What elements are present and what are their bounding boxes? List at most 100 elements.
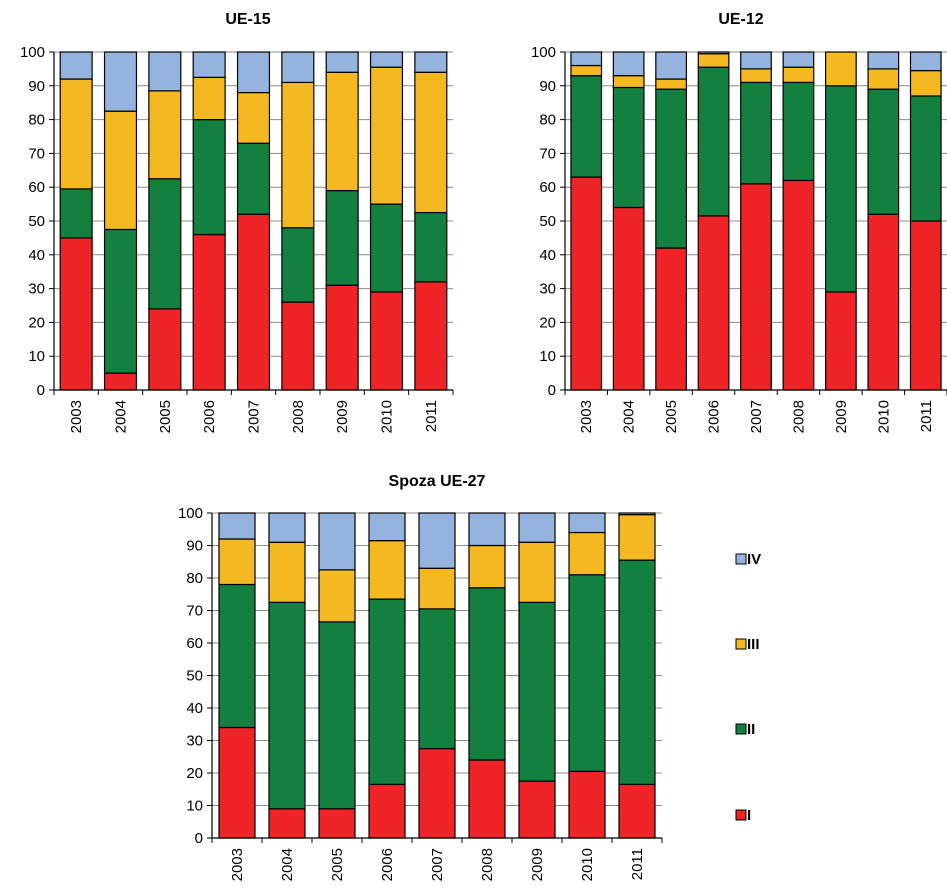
y-tick-label: 10 [539,348,556,365]
x-tick-label: 2011 [918,400,935,432]
bar-segment-I-2003 [59,237,93,391]
y-tick-label: 70 [28,145,45,162]
y-tick-label: 50 [186,668,203,685]
x-tick-label: 2003 [578,400,595,433]
bar-segment-IV-2003 [59,51,93,80]
bar-segment-II-2004 [268,601,306,810]
bar-segment-I-2003 [218,726,256,839]
bar-segment-IV-2003 [570,51,603,67]
y-tick-label: 60 [539,179,556,196]
chart-2: Spoza UE-27 0 10 20 30 40 50 60 70 80 90 100 2003 200… [178,473,663,881]
bar-segment-I-2006 [697,215,730,391]
bar-segment-IV-2005 [655,51,687,80]
chart-title: UE-15 [225,11,270,28]
chart-title: Spoza UE-27 [389,473,486,490]
x-tick-label: 2009 [833,400,850,433]
y-tick-label: 10 [186,798,203,815]
bar-segment-II-2008 [281,227,315,303]
y-tick-label: 70 [539,145,556,162]
bar-segment-I-2009 [825,291,857,391]
y-tick-label: 100 [20,44,45,61]
bar-segment-II-2009 [825,85,857,293]
bar-segment-III-2011 [618,514,656,561]
bar-segment-I-2007 [740,183,772,391]
chart-1: UE-12 0 10 20 30 40 50 60 70 80 90 100 2003 2004 2005 2… [531,11,947,433]
x-tick-label: 2011 [629,848,646,880]
x-tick-label: 2008 [290,400,307,433]
bar-segment-IV-2006 [192,51,226,78]
x-tick-label: 2007 [748,400,765,433]
bar-segment-II-2006 [368,598,406,785]
bar-segment-I-2008 [782,179,815,391]
legend-swatch-I [735,809,747,821]
x-tick-label: 2005 [663,400,680,433]
bar-segment-II-2005 [148,178,182,310]
bar-segment-IV-2010 [568,512,606,534]
bar-segment-II-2008 [782,81,815,182]
y-tick-label: 80 [186,570,203,587]
bar-segment-I-2008 [468,759,506,839]
legend-swatch-IV [735,553,747,565]
bar-segment-IV-2008 [468,512,506,547]
bar-segment-IV-2007 [418,512,456,569]
bar-segment-IV-2011 [414,51,448,73]
bar-segment-II-2004 [612,86,645,209]
y-tick-label: 90 [186,538,203,555]
x-tick-label: 2006 [379,848,396,881]
bar-segment-III-2005 [655,78,687,90]
bar-segment-IV-2004 [268,512,306,543]
bar-segment-I-2011 [909,220,942,391]
bar-segment-IV-2009 [518,512,556,543]
x-tick-label: 2008 [479,848,496,881]
bar-segment-IV-2009 [325,51,359,73]
bar-segment-II-2005 [655,88,687,249]
y-tick-label: 60 [28,179,45,196]
bar-segment-II-2006 [192,118,226,236]
bar-segment-I-2007 [418,748,456,839]
bar-segment-II-2010 [867,88,900,215]
y-tick-label: 30 [186,733,203,750]
y-tick-label: 30 [539,281,556,298]
chart-title: UE-12 [718,11,763,28]
bar-segment-II-2006 [697,66,730,217]
bar-segment-III-2008 [281,81,315,229]
bar-segment-I-2007 [236,213,271,391]
bar-segment-I-2005 [655,247,687,391]
bar-segment-IV-2007 [236,51,271,94]
x-tick-label: 2003 [68,400,85,433]
bar-segment-IV-2011 [618,512,656,516]
bar-segment-I-2006 [368,783,406,839]
y-tick-label: 10 [28,348,45,365]
bar-segment-II-2003 [570,75,603,178]
y-tick-label: 100 [178,505,203,522]
y-tick-label: 40 [28,247,45,264]
x-tick-label: 2004 [621,400,638,433]
bar-segment-IV-2008 [281,51,315,84]
bar-segment-III-2004 [103,110,138,231]
bar-segment-I-2004 [612,206,645,391]
x-tick-label: 2006 [201,400,218,433]
bar-segment-I-2004 [268,808,306,839]
legend-label-III: III [747,636,760,653]
y-tick-label: 90 [28,78,45,95]
x-tick-label: 2007 [429,848,446,881]
bar-segment-III-2008 [782,66,815,84]
bar-segment-I-2011 [618,783,656,839]
x-tick-label: 2005 [329,848,346,881]
bar-segment-III-2006 [697,53,730,68]
bar-segment-II-2008 [468,587,506,761]
bar-segment-I-2005 [318,808,356,839]
x-tick-label: 2009 [529,848,546,881]
bar-segment-III-2006 [192,76,226,121]
x-tick-label: 2004 [113,400,130,433]
y-tick-label: 20 [186,765,203,782]
bar-segment-IV-2010 [867,51,900,70]
bar-segment-II-2011 [414,211,448,283]
bar-segment-IV-2010 [369,51,404,68]
bar-segment-II-2010 [369,203,404,293]
legend-label-I: I [747,807,751,824]
bar-segment-III-2008 [468,544,506,589]
y-tick-label: 70 [186,603,203,620]
